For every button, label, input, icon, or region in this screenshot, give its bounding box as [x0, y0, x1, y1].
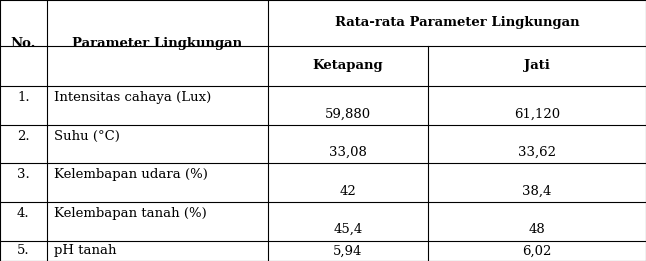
Text: 6,02: 6,02 — [522, 244, 552, 257]
Text: 1.: 1. — [17, 91, 30, 104]
Text: 2.: 2. — [17, 130, 30, 143]
Text: 33,08: 33,08 — [329, 146, 367, 159]
Text: Parameter Lingkungan: Parameter Lingkungan — [72, 37, 242, 50]
Text: Ketapang: Ketapang — [313, 60, 383, 72]
Text: 61,120: 61,120 — [514, 108, 560, 120]
Text: 5.: 5. — [17, 244, 30, 257]
Text: No.: No. — [10, 37, 36, 50]
Text: Rata-rata Parameter Lingkungan: Rata-rata Parameter Lingkungan — [335, 16, 579, 29]
Text: Intensitas cahaya (Lux): Intensitas cahaya (Lux) — [54, 91, 211, 104]
Text: 38,4: 38,4 — [522, 185, 552, 198]
Text: Kelembapan udara (%): Kelembapan udara (%) — [54, 168, 208, 181]
Text: 3.: 3. — [17, 168, 30, 181]
Text: 33,62: 33,62 — [518, 146, 556, 159]
Text: 48: 48 — [528, 223, 545, 236]
Text: Suhu (°C): Suhu (°C) — [54, 130, 120, 143]
Text: Jati: Jati — [524, 60, 550, 72]
Text: 45,4: 45,4 — [333, 223, 362, 236]
Text: 5,94: 5,94 — [333, 244, 362, 257]
Text: 59,880: 59,880 — [325, 108, 371, 120]
Text: pH tanah: pH tanah — [54, 244, 117, 257]
Text: 4.: 4. — [17, 207, 30, 220]
Text: Kelembapan tanah (%): Kelembapan tanah (%) — [54, 207, 207, 220]
Text: 42: 42 — [340, 185, 356, 198]
